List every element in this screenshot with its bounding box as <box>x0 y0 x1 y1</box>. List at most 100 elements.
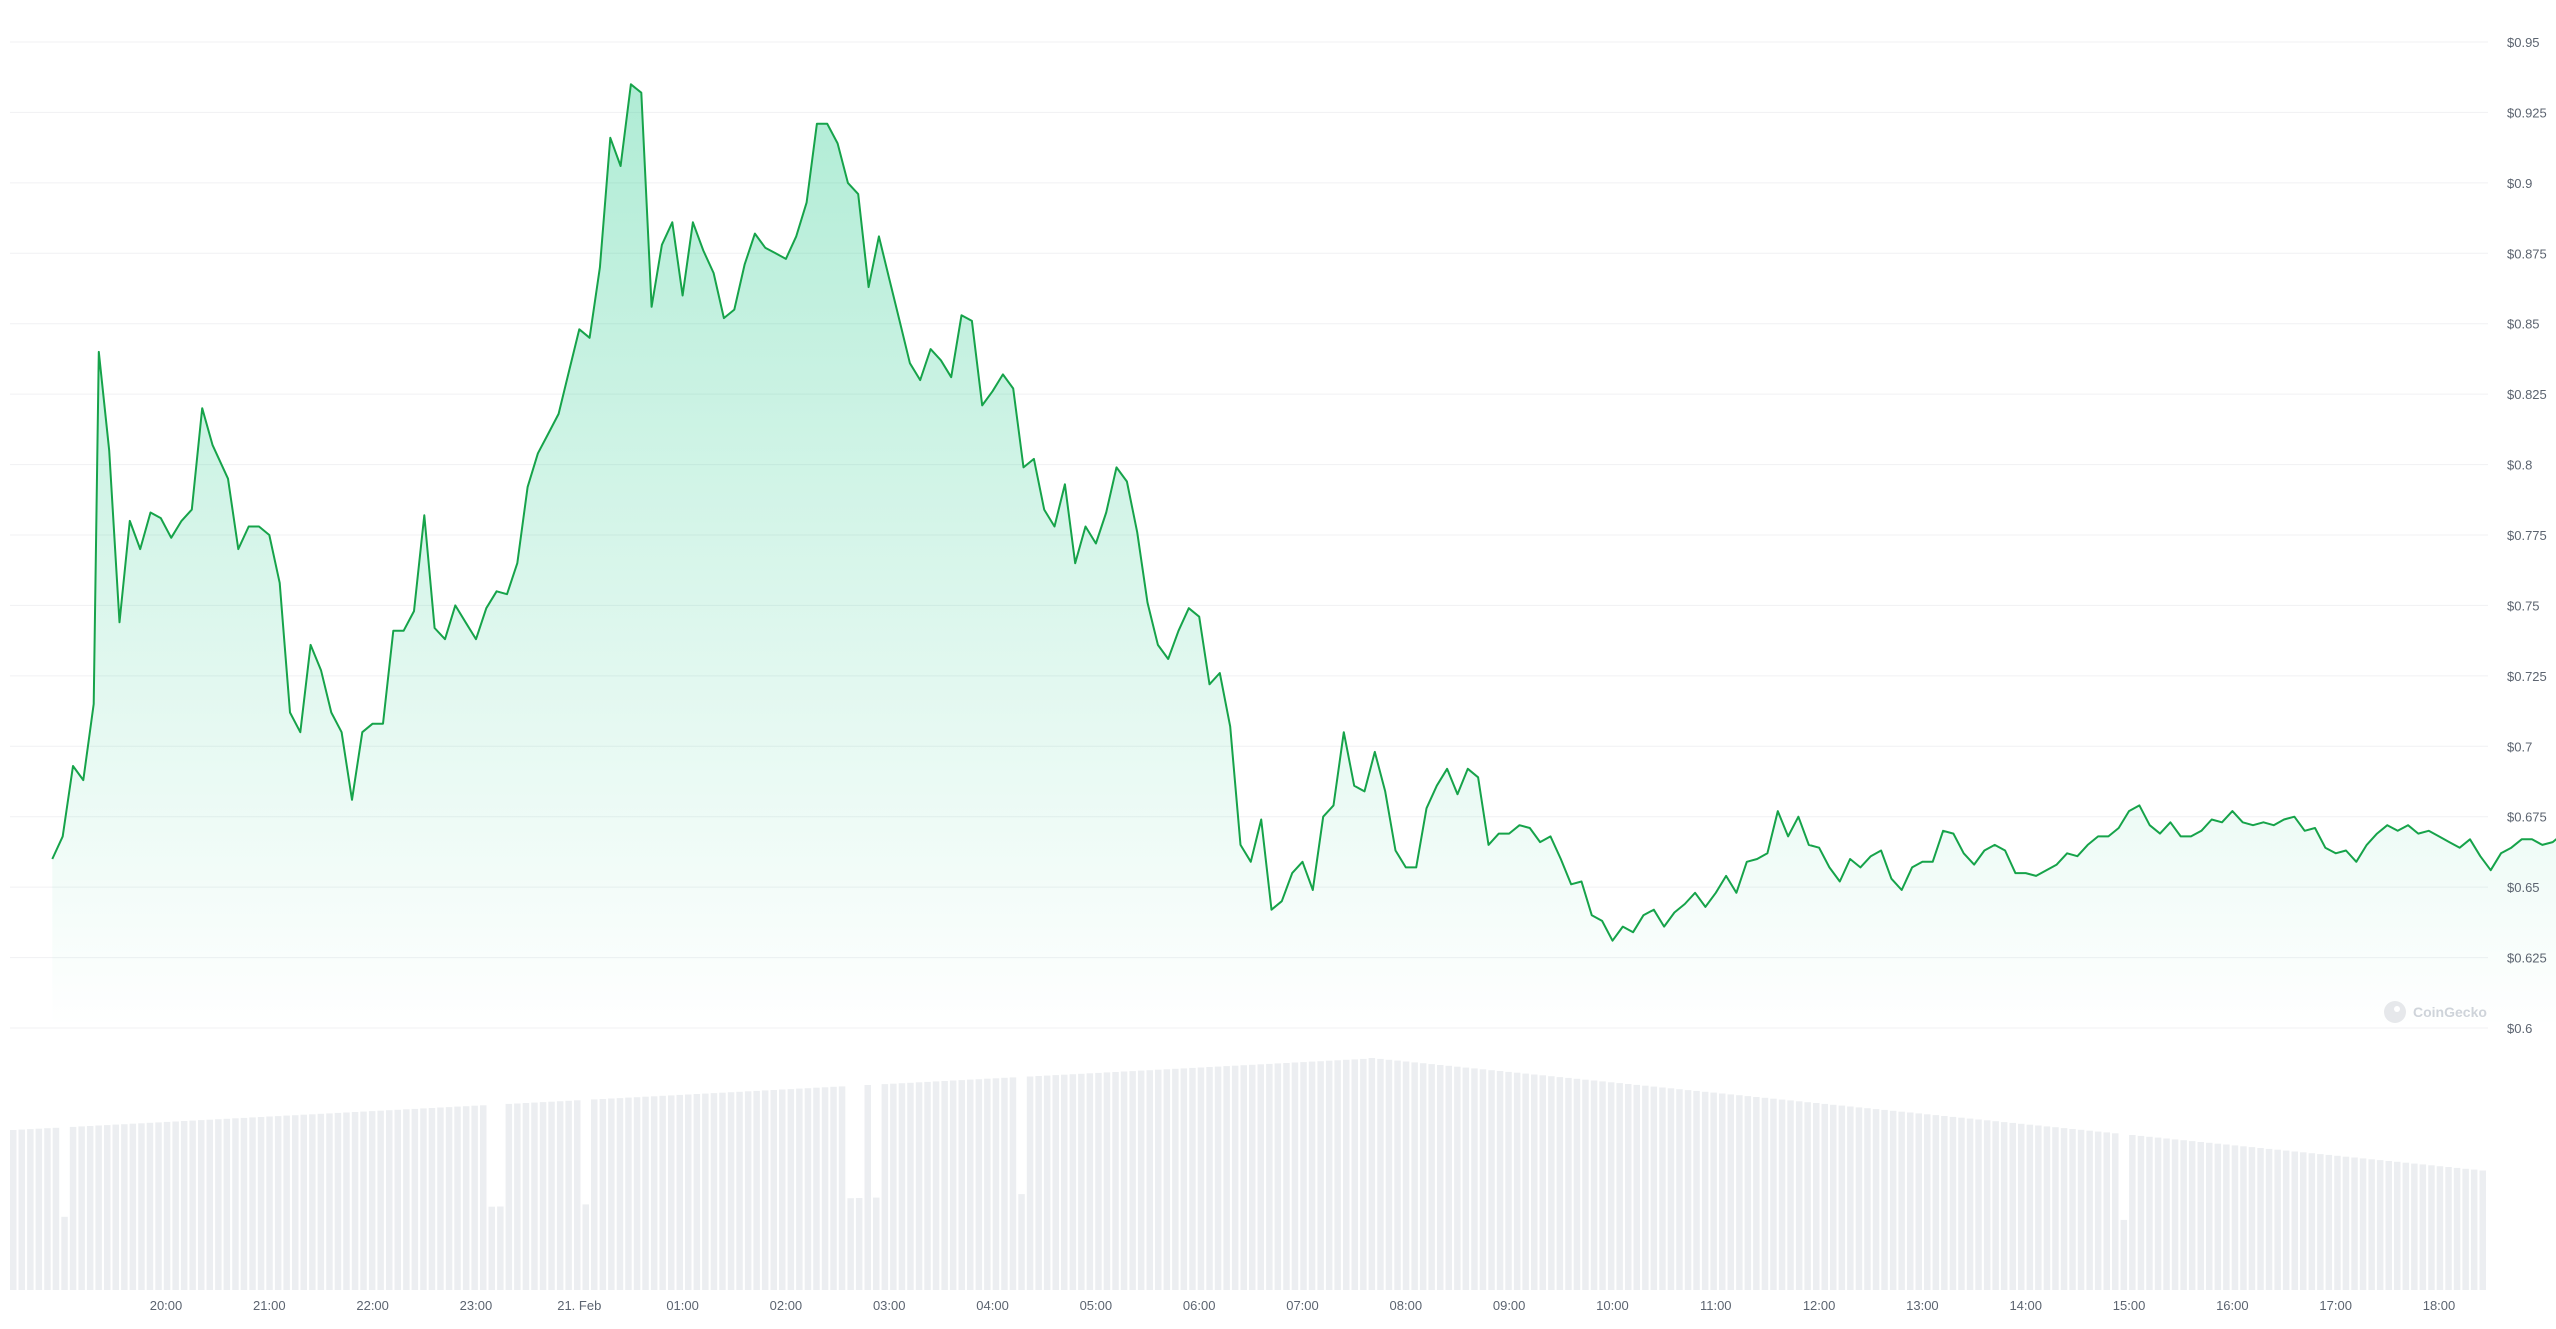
volume-bar <box>2188 1141 2196 1290</box>
volume-bar <box>2060 1128 2068 1290</box>
volume-bar <box>2300 1152 2307 1290</box>
volume-bar <box>881 1084 889 1290</box>
volume-bar <box>2411 1163 2418 1290</box>
volume-bar <box>1462 1067 1470 1290</box>
volume-bar <box>129 1123 137 1290</box>
volume-bar <box>2000 1122 2008 1290</box>
volume-bar <box>2206 1142 2213 1290</box>
volume-bar <box>1129 1071 1136 1290</box>
volume-bar <box>1385 1059 1393 1290</box>
volume-bar <box>2171 1139 2179 1290</box>
volume-bar <box>1061 1074 1068 1290</box>
volume-bar <box>462 1106 470 1290</box>
volume-bar <box>1428 1064 1435 1290</box>
x-tick-label: 20:00 <box>150 1298 183 1313</box>
volume-bar <box>1531 1074 1538 1290</box>
volume-bar <box>625 1097 632 1290</box>
volume-bar <box>428 1108 436 1290</box>
volume-bar <box>292 1115 299 1290</box>
volume-bar <box>1838 1105 1846 1290</box>
volume-bar <box>2419 1164 2427 1290</box>
volume-bar <box>104 1125 111 1290</box>
volume-bar <box>44 1128 51 1290</box>
volume-bar <box>1770 1098 1777 1290</box>
volume-bar <box>1505 1071 1512 1290</box>
y-tick-label: $0.625 <box>2507 951 2547 966</box>
volume-bar <box>317 1113 325 1290</box>
volume-bars <box>10 1058 2486 1290</box>
volume-bar <box>1377 1058 1384 1290</box>
volume-bar <box>1642 1085 1649 1290</box>
volume-bar <box>1471 1068 1478 1290</box>
volume-bar <box>1582 1079 1589 1290</box>
volume-bar <box>514 1103 521 1290</box>
volume-bar <box>1787 1100 1794 1290</box>
volume-bar <box>2240 1146 2247 1290</box>
volume-bar <box>1368 1058 1376 1290</box>
volume-bar <box>1907 1112 1914 1290</box>
x-tick-label: 18:00 <box>2423 1298 2456 1313</box>
volume-bar <box>411 1108 419 1290</box>
volume-bar <box>1684 1090 1692 1290</box>
volume-bar <box>1813 1103 1820 1290</box>
volume-bar <box>1565 1077 1572 1290</box>
volume-bar <box>334 1112 342 1290</box>
volume-bar <box>1958 1117 1965 1290</box>
volume-bar <box>2069 1129 2076 1290</box>
volume-bar <box>796 1088 803 1290</box>
x-tick-label: 10:00 <box>1596 1298 1629 1313</box>
volume-bar <box>813 1087 820 1290</box>
volume-bar <box>1753 1097 1760 1290</box>
volume-bar <box>1522 1073 1529 1290</box>
volume-bar <box>445 1107 453 1290</box>
volume-bar <box>394 1109 401 1290</box>
volume-bar <box>1795 1101 1803 1290</box>
volume-bar <box>1975 1119 1982 1290</box>
volume-bar <box>257 1117 265 1290</box>
volume-bar <box>2137 1135 2145 1290</box>
volume-bar <box>112 1124 119 1290</box>
watermark-text: CoinGecko <box>2413 1004 2487 1020</box>
volume-bar <box>1402 1061 1410 1290</box>
volume-bar <box>2146 1136 2153 1290</box>
volume-bar <box>1009 1077 1017 1290</box>
volume-bar <box>702 1093 709 1290</box>
volume-bar <box>1334 1060 1341 1290</box>
volume-bar <box>1308 1061 1316 1290</box>
volume-bar <box>676 1094 683 1290</box>
volume-bar <box>898 1083 906 1290</box>
volume-bar <box>52 1127 60 1290</box>
volume-bar <box>1573 1078 1581 1290</box>
volume-bar <box>1120 1071 1128 1290</box>
price-line[interactable] <box>51 83 2556 942</box>
volume-bar <box>1078 1073 1085 1290</box>
volume-bar <box>1710 1092 1717 1290</box>
volume-bar <box>266 1116 273 1290</box>
volume-bar <box>163 1121 171 1290</box>
volume-bar <box>1360 1058 1367 1290</box>
y-tick-label: $0.925 <box>2507 105 2547 120</box>
volume-bar <box>1180 1068 1188 1290</box>
volume-bar <box>915 1082 923 1290</box>
x-tick-label: 06:00 <box>1183 1298 1216 1313</box>
volume-bar <box>1513 1072 1521 1290</box>
volume-bar <box>1864 1108 1871 1290</box>
volume-bar <box>172 1121 179 1290</box>
y-axis: $0.6 $0.625 $0.65 $0.675 $0.7 $0.725 $0.75 $0.7… <box>2507 35 2547 1036</box>
volume-bar <box>2248 1147 2256 1290</box>
volume-bar <box>2043 1126 2051 1290</box>
volume-bar <box>1778 1099 1786 1290</box>
volume-bar <box>2376 1160 2384 1290</box>
volume-bar <box>599 1099 607 1290</box>
volume-bar <box>223 1118 231 1290</box>
volume-bar <box>326 1113 333 1290</box>
volume-bar <box>95 1125 102 1290</box>
volume-bar <box>1146 1070 1153 1290</box>
x-tick-label: 11:00 <box>1700 1298 1732 1313</box>
volume-bar <box>2351 1157 2358 1290</box>
volume-bar <box>1189 1067 1196 1290</box>
coingecko-logo-icon <box>2384 1001 2406 1023</box>
volume-bar <box>180 1121 188 1290</box>
volume-bar <box>1548 1076 1555 1290</box>
volume-bar <box>249 1117 256 1290</box>
